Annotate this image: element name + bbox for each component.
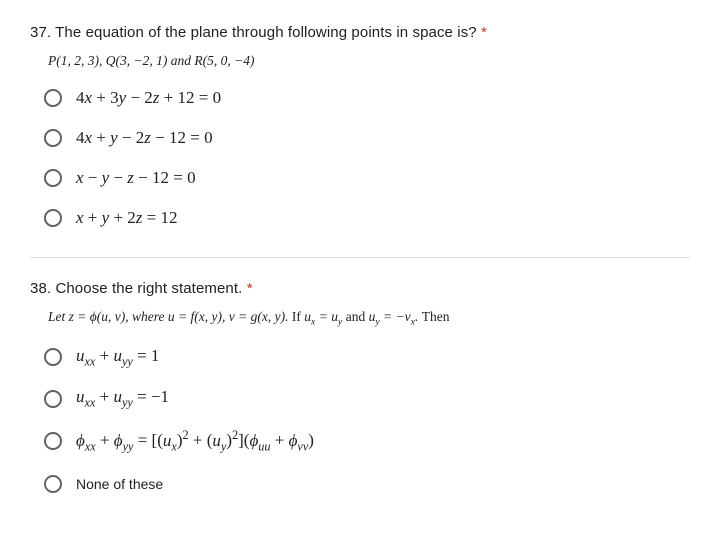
option-row[interactable]: 4x + y − 2z − 12 = 0 — [44, 127, 690, 149]
question-number: 38. — [30, 280, 51, 297]
option-text: x + y + 2z = 12 — [76, 208, 178, 228]
question-subtitle: Let z = ϕ(u, v), where u = f(x, y), v = … — [48, 309, 690, 328]
options-list: uxx + uyy = 1 uxx + uyy = −1 ϕxx + ϕyy = [… — [44, 346, 690, 495]
option-text: 4x + y − 2z − 12 = 0 — [76, 128, 213, 148]
options-list: 4x + 3y − 2z + 12 = 0 4x + y − 2z − 12 = … — [44, 87, 690, 229]
required-mark: * — [481, 24, 487, 41]
question-text: Choose the right statement. — [55, 280, 242, 297]
radio-icon[interactable] — [44, 129, 62, 147]
radio-icon[interactable] — [44, 89, 62, 107]
option-text: None of these — [76, 476, 163, 492]
radio-icon[interactable] — [44, 209, 62, 227]
question-38: 38. Choose the right statement. * Let z … — [30, 280, 690, 495]
option-row[interactable]: uxx + uyy = 1 — [44, 346, 690, 369]
option-row[interactable]: uxx + uyy = −1 — [44, 387, 690, 410]
option-row[interactable]: None of these — [44, 473, 690, 495]
question-title: 38. Choose the right statement. * — [30, 280, 690, 297]
required-mark: * — [247, 280, 253, 297]
option-row[interactable]: x + y + 2z = 12 — [44, 207, 690, 229]
radio-icon[interactable] — [44, 390, 62, 408]
option-text: ϕxx + ϕyy = [(ux)2 + (uy)2](ϕuu + ϕvv) — [76, 428, 314, 454]
option-text: uxx + uyy = 1 — [76, 346, 159, 369]
option-text: x − y − z − 12 = 0 — [76, 168, 196, 188]
radio-icon[interactable] — [44, 348, 62, 366]
radio-icon[interactable] — [44, 169, 62, 187]
question-title: 37. The equation of the plane through fo… — [30, 24, 690, 41]
question-text: The equation of the plane through follow… — [55, 24, 477, 41]
radio-icon[interactable] — [44, 432, 62, 450]
radio-icon[interactable] — [44, 475, 62, 493]
option-text: uxx + uyy = −1 — [76, 387, 169, 410]
question-37: 37. The equation of the plane through fo… — [30, 24, 690, 229]
option-row[interactable]: 4x + 3y − 2z + 12 = 0 — [44, 87, 690, 109]
option-row[interactable]: ϕxx + ϕyy = [(ux)2 + (uy)2](ϕuu + ϕvv) — [44, 428, 690, 454]
question-number: 37. — [30, 24, 51, 41]
divider — [30, 257, 690, 258]
question-subtitle: P(1, 2, 3), Q(3, −2, 1) and R(5, 0, −4) — [48, 53, 690, 69]
option-text: 4x + 3y − 2z + 12 = 0 — [76, 88, 221, 108]
option-row[interactable]: x − y − z − 12 = 0 — [44, 167, 690, 189]
